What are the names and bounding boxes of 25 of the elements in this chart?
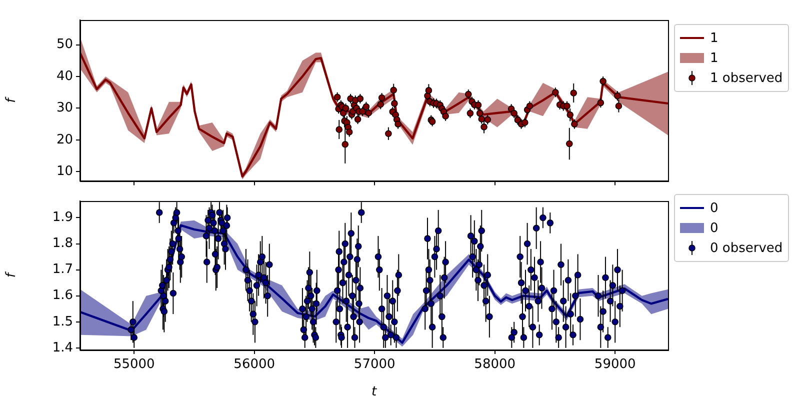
y-axis-title: f xyxy=(4,270,20,278)
x-tick-label: 57000 xyxy=(354,357,396,372)
legend-label: 1 xyxy=(710,50,718,66)
x-tick-label: 56000 xyxy=(234,357,276,372)
x-tick-label: 55000 xyxy=(113,357,155,372)
legend-label: 0 observed xyxy=(710,240,783,256)
y-tick-label: 1.9 xyxy=(52,210,73,226)
y-axis-title: f xyxy=(4,96,20,103)
text: 1 xyxy=(710,30,718,46)
text: 0 xyxy=(710,200,718,216)
y-tick-label: 50 xyxy=(56,37,73,52)
y-tick-label: 20 xyxy=(56,132,73,148)
x-tick-label: 58000 xyxy=(474,357,516,372)
y-tick-label: 10 xyxy=(56,164,73,180)
legend-label: 1 observed xyxy=(710,70,783,86)
legend-label: 0 xyxy=(710,220,718,236)
y-tick-label: 40 xyxy=(56,68,73,84)
y-tick-label: 1.5 xyxy=(52,314,73,330)
x-tick-label: 59000 xyxy=(594,357,636,372)
y-tick-label: 1.6 xyxy=(52,288,73,304)
y-tick-label: 1.7 xyxy=(52,262,73,278)
y-tick-label: 30 xyxy=(56,100,73,116)
x-axis-title: t xyxy=(371,384,378,400)
y-tick-label: 1.4 xyxy=(52,340,73,356)
y-tick-label: 1.8 xyxy=(52,236,73,252)
